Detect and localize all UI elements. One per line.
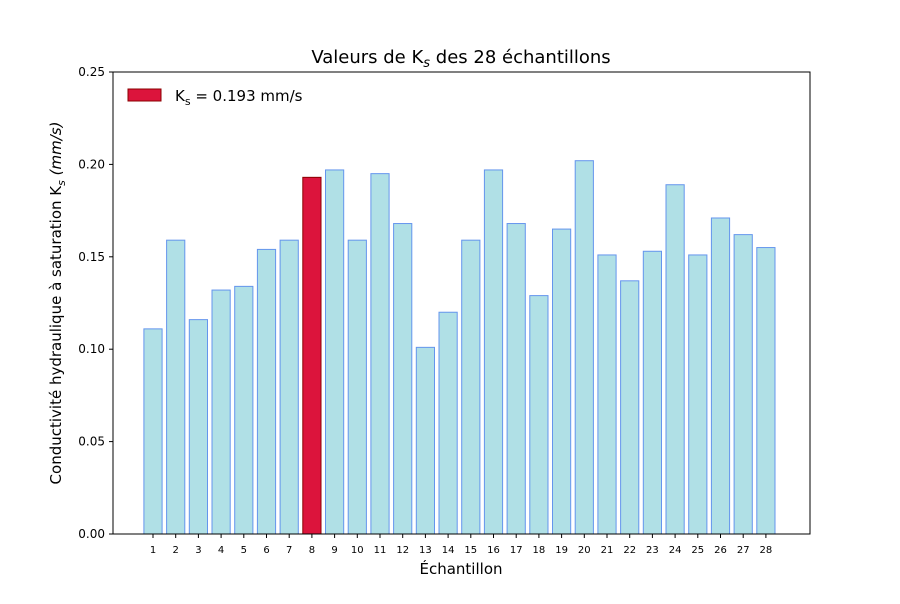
x-tick-label: 6 [263, 545, 269, 556]
x-tick-label: 25 [691, 545, 704, 556]
y-tick-label: 0.10 [78, 342, 105, 356]
x-tick-label: 17 [510, 545, 523, 556]
bar-12 [393, 223, 413, 535]
legend-swatch [127, 88, 162, 102]
y-tick-label: 0.00 [78, 527, 105, 541]
x-tick-label: 28 [760, 545, 773, 556]
y-ticks-group: 0.00 0.05 0.10 0.15 0.20 0.25 [78, 65, 113, 541]
x-tick-label: 2 [173, 545, 179, 556]
bar-14 [438, 311, 458, 535]
bar-17 [506, 223, 526, 535]
bar-23 [642, 250, 662, 535]
bar-25 [688, 254, 708, 535]
bar-4 [211, 289, 231, 535]
y-tick-label: 0.25 [78, 65, 105, 79]
bar-27 [733, 234, 753, 535]
bar-5 [234, 285, 254, 535]
x-tick-label: 13 [419, 545, 432, 556]
plot-frame [112, 71, 811, 535]
bars-group [143, 160, 776, 535]
x-tick-label: 12 [396, 545, 409, 556]
bar-7 [279, 239, 299, 535]
bar-3 [188, 319, 209, 535]
x-ticks-group: 1 2 3 4 5 6 7 8 9 10 11 12 13 14 15 16 17 18 19 20 21 22 23 24 2… [150, 534, 772, 556]
x-tick-label: 22 [623, 545, 636, 556]
bar-13 [415, 346, 435, 535]
x-tick-label: 24 [669, 545, 682, 556]
x-tick-label: 16 [487, 545, 500, 556]
bar-15 [461, 239, 481, 535]
bar-16 [483, 169, 504, 535]
y-tick-label: 0.15 [78, 250, 105, 264]
x-tick-label: 3 [195, 545, 201, 556]
y-tick-label: 0.05 [78, 435, 105, 449]
legend-label: Ks = 0.193 mm/s [175, 87, 303, 108]
bar-20 [574, 160, 594, 535]
x-tick-label: 14 [442, 545, 455, 556]
x-tick-label: 20 [578, 545, 591, 556]
y-axis-label: Conductivité hydraulique à saturation Ks… [47, 122, 68, 485]
chart-title: Valeurs de Ks des 28 échantillons [311, 47, 610, 71]
x-tick-label: 26 [714, 545, 727, 556]
bar-9 [325, 169, 345, 535]
x-tick-label: 10 [351, 545, 364, 556]
x-tick-label: 19 [555, 545, 568, 556]
x-tick-label: 4 [218, 545, 224, 556]
x-tick-label: 21 [601, 545, 614, 556]
bar-21 [597, 254, 617, 535]
bar-22 [620, 280, 640, 535]
x-tick-label: 27 [737, 545, 750, 556]
bar-8 [302, 176, 322, 535]
legend: Ks = 0.193 mm/s [127, 87, 303, 108]
x-tick-label: 18 [533, 545, 546, 556]
x-axis-label: Échantillon [420, 559, 503, 578]
x-tick-label: 9 [331, 545, 337, 556]
bar-24 [665, 184, 685, 535]
x-tick-label: 23 [646, 545, 659, 556]
x-tick-label: 15 [464, 545, 477, 556]
bar-11 [370, 173, 390, 535]
bar-28 [756, 247, 776, 535]
bar-6 [256, 248, 277, 535]
x-tick-label: 8 [309, 545, 315, 556]
y-tick-label: 0.20 [78, 157, 105, 171]
x-tick-label: 7 [286, 545, 292, 556]
x-tick-label: 5 [241, 545, 247, 556]
x-tick-label: 11 [374, 545, 387, 556]
bar-26 [710, 217, 731, 535]
bar-19 [552, 228, 572, 535]
x-tick-label: 1 [150, 545, 156, 556]
bar-10 [347, 239, 367, 535]
bar-1 [143, 328, 163, 535]
bar-2 [166, 239, 186, 535]
bar-18 [529, 295, 549, 535]
